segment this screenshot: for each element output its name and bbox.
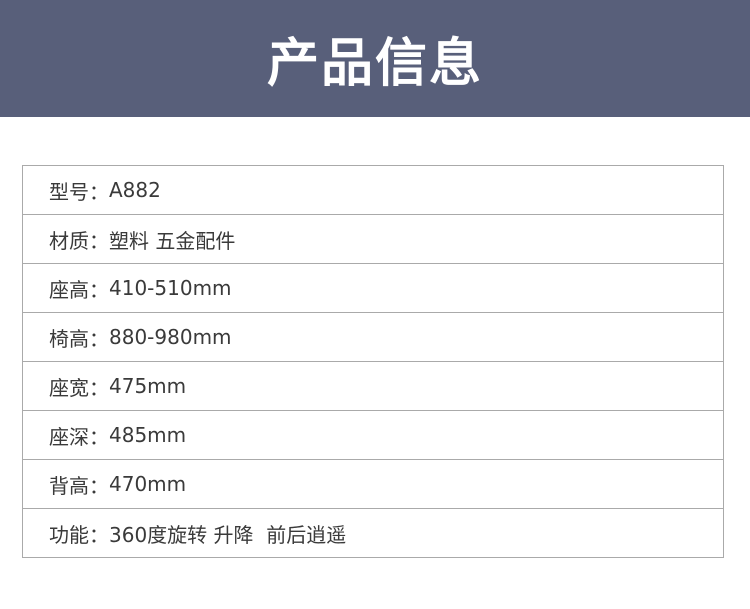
spec-label: 背高 xyxy=(49,473,89,498)
spec-value: A882 xyxy=(109,178,161,202)
spec-separator: ： xyxy=(89,326,109,351)
spec-value: 880-980mm xyxy=(109,325,232,349)
spec-row: 型号： A882 xyxy=(23,166,723,215)
spec-value: 470mm xyxy=(109,472,187,496)
spec-separator: ： xyxy=(89,375,109,400)
spec-separator: ： xyxy=(89,228,109,253)
spec-label: 椅高 xyxy=(49,326,89,351)
spec-row: 座高： 410-510mm xyxy=(23,264,723,313)
spec-label: 座宽 xyxy=(49,375,89,400)
spec-row: 功能： 360度旋转 升降 前后逍遥 xyxy=(23,509,723,557)
spec-table: 型号： A882 材质：塑料 五金配件 座高： 410-510mm 椅高： 880-980m… xyxy=(22,165,724,558)
spec-label: 座深 xyxy=(49,424,89,449)
spec-separator: ： xyxy=(89,473,109,498)
spec-value: 360度旋转 升降 前后逍遥 xyxy=(109,522,347,547)
spec-value: 塑料 五金配件 xyxy=(109,228,236,253)
spec-separator: ： xyxy=(89,179,109,204)
spec-label: 功能 xyxy=(49,522,89,547)
spec-label: 材质 xyxy=(49,228,89,253)
spec-value: 410-510mm xyxy=(109,276,232,300)
spec-row: 背高： 470mm xyxy=(23,460,723,509)
spec-row: 座深： 485mm xyxy=(23,411,723,460)
spec-label: 座高 xyxy=(49,277,89,302)
page-title: 产品信息 xyxy=(266,34,483,94)
spec-value: 485mm xyxy=(109,423,187,447)
spec-label: 型号 xyxy=(49,179,89,204)
spec-row: 座宽： 475mm xyxy=(23,362,723,411)
spec-value: 475mm xyxy=(109,374,187,398)
spec-row: 椅高： 880-980mm xyxy=(23,313,723,362)
spec-row: 材质：塑料 五金配件 xyxy=(23,215,723,264)
spec-separator: ： xyxy=(89,522,109,547)
header-banner: 产品信息 xyxy=(0,0,750,117)
spec-separator: ： xyxy=(89,277,109,302)
spec-separator: ： xyxy=(89,424,109,449)
